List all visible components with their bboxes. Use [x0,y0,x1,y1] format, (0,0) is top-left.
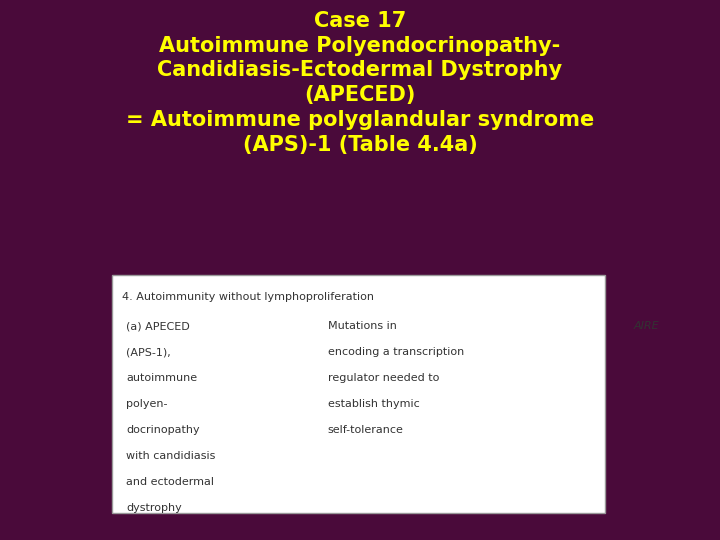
Text: self-tolerance: self-tolerance [328,425,403,435]
Text: establish thymic: establish thymic [328,399,419,409]
Text: polyen-: polyen- [126,399,168,409]
Text: with candidiasis: with candidiasis [126,451,215,461]
Text: and ectodermal: and ectodermal [126,477,214,487]
Text: Case 17
Autoimmune Polyendocrinopathy-
Candidiasis-Ectodermal Dystrophy
(APECED): Case 17 Autoimmune Polyendocrinopathy- C… [126,11,594,155]
Text: encoding a transcription: encoding a transcription [328,347,464,357]
Text: Mutations in: Mutations in [328,321,400,332]
Text: autoimmune: autoimmune [126,373,197,383]
Text: (a) APECED: (a) APECED [126,321,190,332]
Text: AIRE: AIRE [633,321,659,332]
Text: ,: , [719,321,720,332]
Text: 4. Autoimmunity without lymphoproliferation: 4. Autoimmunity without lymphoproliferat… [122,292,374,302]
FancyBboxPatch shape [112,275,605,513]
Text: docrinopathy: docrinopathy [126,425,199,435]
Text: dystrophy: dystrophy [126,503,181,513]
Text: regulator needed to: regulator needed to [328,373,439,383]
Text: (APS-1),: (APS-1), [126,347,171,357]
